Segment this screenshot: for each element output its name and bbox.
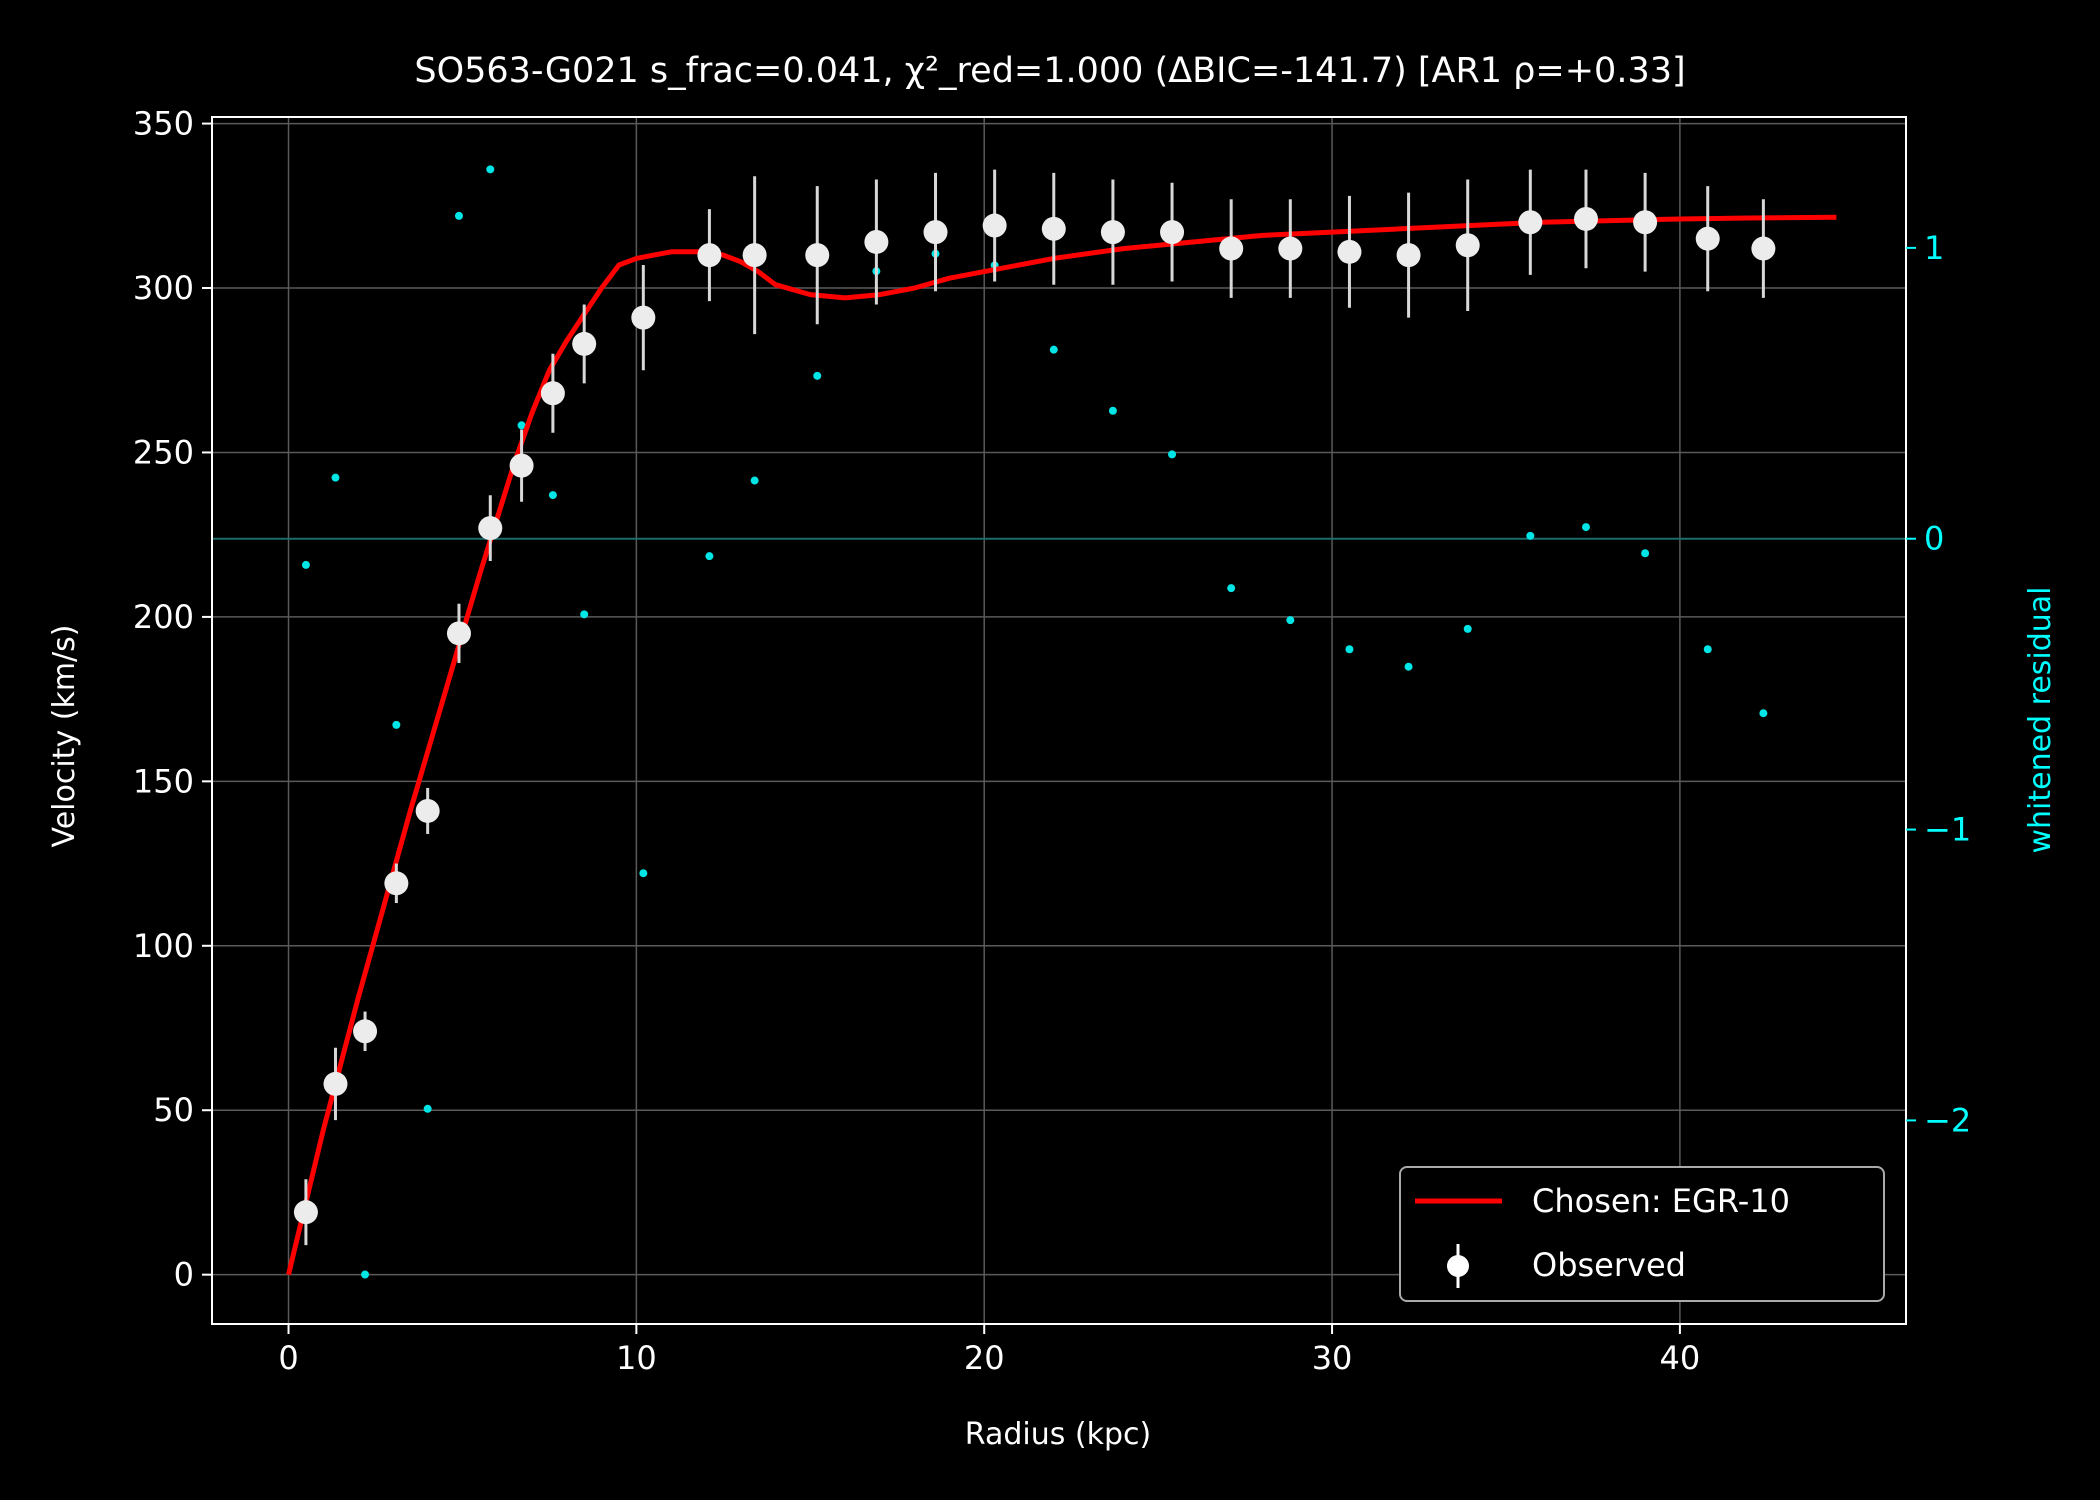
y-tick-label: 50 [153,1091,194,1129]
y-axis-ticks: 0 50 100 150 200 250 300 350 [133,105,212,1294]
observed-point [1278,236,1303,261]
residual-point [454,211,463,220]
legend-label-model: Chosen: EGR-10 [1532,1182,1790,1220]
observed-point [1396,243,1421,268]
chart-title: SO563-G021 s_frac=0.041, χ²_red=1.000 (Δ… [414,51,1685,91]
residual-point [705,552,714,561]
residual-point [392,720,401,729]
observed-point [323,1071,348,1096]
residual-point [1404,662,1413,671]
residual-point [301,560,310,569]
observed-point [1100,220,1125,245]
observed-point [923,220,948,245]
observed-point [572,331,597,356]
observed-point [1041,216,1066,241]
y2-tick-label: −1 [1924,811,1971,849]
y-tick-label: 150 [133,762,194,800]
residual-point [548,491,557,500]
residual-point [1286,616,1295,625]
observed-point [1751,236,1776,261]
residual-point [423,1104,432,1113]
observed-point [1633,210,1658,235]
legend: Chosen: EGR-10 Observed [1399,1166,1885,1302]
residual-point [580,610,589,619]
x-tick-label: 30 [1312,1339,1353,1377]
residual-point [1345,645,1354,654]
residual-point [1463,624,1472,633]
y-tick-label: 100 [133,927,194,965]
observed-point [1518,210,1543,235]
residual-point [1227,584,1236,593]
residual-point [1641,549,1650,558]
x-axis-label: Radius (kpc) [965,1417,1151,1452]
residual-point [1168,450,1177,459]
observed-point [1219,236,1244,261]
observed-point [353,1019,378,1044]
residual-point [361,1270,370,1279]
observed-point [384,871,409,896]
observed-point [631,305,656,330]
residual-point [750,476,759,485]
observed-point [478,516,503,541]
plot-frame [211,116,1907,1325]
y-tick-label: 300 [133,269,194,307]
legend-marker-swatch [1447,1255,1469,1277]
secondary-axis-ticks: −2 −1 0 1 [1906,229,1971,1139]
observed-point [1573,206,1598,231]
y2-tick-label: 0 [1924,520,1944,558]
observed-points [293,169,1776,1246]
observed-point [1337,239,1362,264]
residual-point [331,473,340,482]
y-tick-label: 200 [133,598,194,636]
observed-point [697,243,722,268]
legend-frame [1399,1166,1885,1302]
secondary-axis-label: whitened residual [2023,586,2058,853]
residual-point [1108,406,1117,415]
x-tick-label: 20 [964,1339,1005,1377]
x-axis-ticks: 0 10 20 30 40 [278,1324,1700,1377]
observed-point [864,229,889,254]
y2-tick-label: 1 [1924,229,1944,267]
y-axis-label: Velocity (km/s) [47,625,82,848]
y-tick-label: 0 [174,1256,194,1294]
residual-point [517,421,526,430]
observed-point [1160,220,1185,245]
residual-point [1049,345,1058,354]
observed-point [446,621,471,646]
observed-point [805,243,830,268]
observed-point [293,1200,318,1225]
observed-point [742,243,767,268]
observed-point [1455,233,1480,258]
observed-point [1695,226,1720,251]
observed-point [982,213,1007,238]
observed-point [509,453,534,478]
residual-point [639,869,648,878]
residual-points [301,165,1768,1279]
residual-point [1703,645,1712,654]
residual-point [1581,523,1590,532]
observed-point [415,798,440,823]
y-tick-label: 350 [133,105,194,143]
grid [212,117,1906,1324]
residual-point [486,165,495,174]
legend-label-observed: Observed [1532,1246,1686,1284]
x-tick-label: 0 [278,1339,298,1377]
observed-point [540,381,565,406]
y2-tick-label: −2 [1924,1101,1971,1139]
x-tick-label: 10 [616,1339,657,1377]
x-tick-label: 40 [1660,1339,1701,1377]
residual-point [1526,531,1535,540]
residual-point [1759,709,1768,718]
y-tick-label: 250 [133,433,194,471]
residual-point [813,371,822,380]
